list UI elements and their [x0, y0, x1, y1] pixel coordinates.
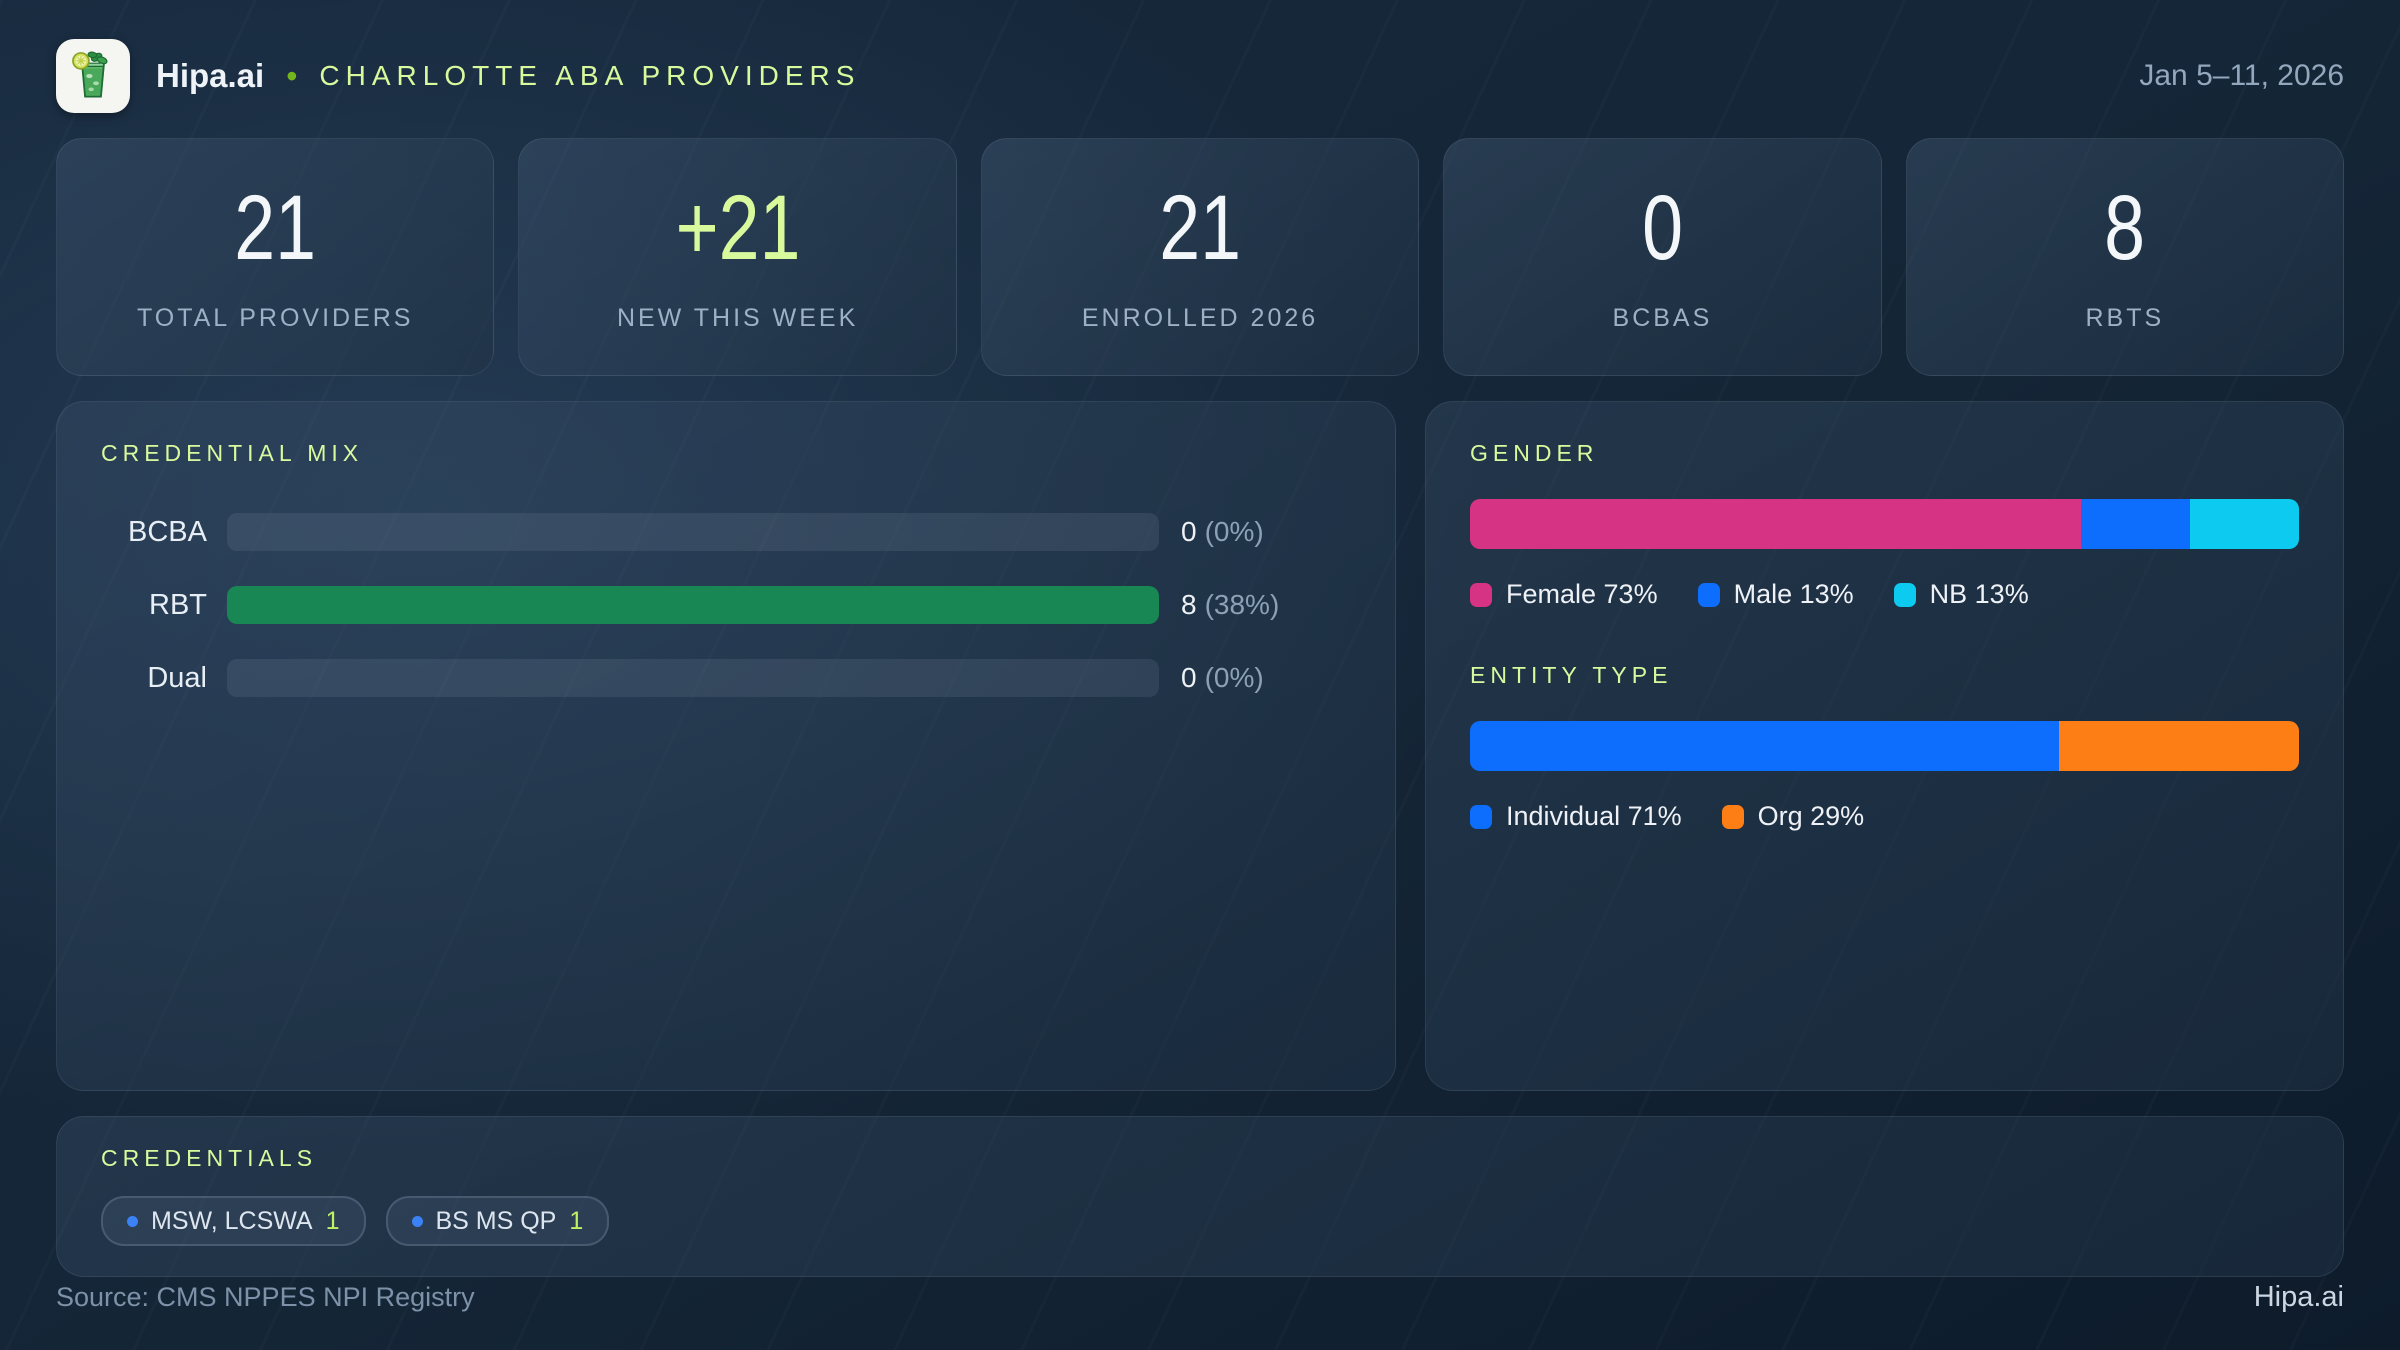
- gender-segment-nb: [2190, 499, 2299, 549]
- female-swatch: [1470, 582, 1492, 607]
- credential-badge: MSW, LCSWA 1: [101, 1196, 366, 1246]
- credential-mix-title: CREDENTIAL MIX: [101, 440, 364, 466]
- credential-badge: BS MS QP 1: [385, 1196, 610, 1246]
- stat-card-new-this-week: +21 NEW THIS WEEK: [518, 138, 957, 376]
- gender-stacked-bar: [1470, 499, 2299, 549]
- bar-label: RBT: [149, 588, 207, 621]
- bar-track: [227, 586, 1159, 624]
- badge-count: 1: [325, 1206, 340, 1235]
- stat-label: NEW THIS WEEK: [616, 303, 859, 332]
- bar-count: 0: [1181, 516, 1197, 547]
- stat-label: TOTAL PROVIDERS: [136, 303, 414, 332]
- credentials-panel: CREDENTIALS MSW, LCSWA 1 BS MS QP 1: [56, 1116, 2344, 1277]
- bar-row-dual: Dual 0 (0%): [101, 659, 1351, 697]
- stats-row: 21 TOTAL PROVIDERS +21 NEW THIS WEEK 21 …: [56, 138, 2345, 376]
- entity-segment-individual: [1470, 721, 2059, 771]
- date-range: Jan 5–11, 2026: [2139, 59, 2344, 92]
- stat-label: RBTS: [2085, 303, 2165, 332]
- bar-fill: [227, 586, 1159, 624]
- stat-value: +21: [675, 176, 801, 279]
- stat-value: 21: [1159, 176, 1241, 279]
- bar-count: 8: [1181, 589, 1197, 620]
- bar-label: Dual: [147, 661, 207, 694]
- header-separator-dot: •: [286, 57, 298, 94]
- credentials-badges: MSW, LCSWA 1 BS MS QP 1: [101, 1196, 2299, 1246]
- entity-type-title: ENTITY TYPE: [1470, 662, 1673, 688]
- legend-item-individual: Individual 71%: [1470, 801, 1682, 832]
- stat-value: 0: [1641, 176, 1683, 279]
- bar-value: 8 (38%): [1181, 589, 1351, 621]
- brand-name: Hipa.ai: [156, 57, 265, 94]
- entity-type-stacked-bar: [1470, 721, 2299, 771]
- org-swatch: [1721, 804, 1744, 829]
- bar-track: [227, 659, 1159, 697]
- bar-value: 0 (0%): [1181, 516, 1351, 548]
- main-panels: CREDENTIAL MIX BCBA 0 (0%) RBT 8 (38%): [56, 401, 2344, 1091]
- gender-segment-male: [2081, 499, 2191, 549]
- stat-card-enrolled-2026: 21 ENROLLED 2026: [980, 138, 1420, 376]
- credential-mix-panel: CREDENTIAL MIX BCBA 0 (0%) RBT 8 (38%): [56, 401, 1396, 1091]
- gender-legend: Female 73% Male 13% NB 13%: [1470, 579, 2299, 610]
- legend-item-nb: NB 13%: [1893, 579, 2029, 610]
- bar-label: BCBA: [128, 515, 207, 548]
- legend-label: Male 13%: [1733, 579, 1854, 609]
- credential-mix-chart: BCBA 0 (0%) RBT 8 (38%) Dual: [101, 513, 1351, 697]
- entity-segment-org: [2058, 721, 2299, 771]
- bar-percent: (38%): [1204, 589, 1280, 620]
- page-title: CHARLOTTE ABA PROVIDERS: [319, 60, 861, 91]
- app-logo: [56, 39, 130, 113]
- stat-label: BCBAS: [1612, 303, 1713, 332]
- bullet-dot-icon: [127, 1215, 138, 1227]
- stat-card-total-providers: 21 TOTAL PROVIDERS: [56, 138, 495, 376]
- entity-type-legend: Individual 71% Org 29%: [1470, 801, 2299, 832]
- legend-item-org: Org 29%: [1721, 801, 1865, 832]
- gender-title: GENDER: [1470, 440, 1599, 466]
- stat-value: 8: [2104, 176, 2146, 279]
- bar-track: [227, 513, 1159, 551]
- demographics-panel: GENDER Female 73% Male 13% NB 13%: [1425, 401, 2344, 1091]
- stat-label: ENROLLED 2026: [1081, 303, 1319, 332]
- legend-item-male: Male 13%: [1697, 579, 1854, 610]
- legend-item-female: Female 73%: [1470, 579, 1658, 610]
- credentials-title: CREDENTIALS: [101, 1145, 318, 1171]
- mojito-glass-icon: [72, 51, 108, 98]
- bar-row-bcba: BCBA 0 (0%): [101, 513, 1351, 551]
- badge-label: MSW, LCSWA: [151, 1206, 313, 1235]
- badge-count: 1: [569, 1206, 584, 1235]
- badge-label: BS MS QP: [435, 1206, 557, 1235]
- bar-count: 0: [1181, 662, 1197, 693]
- bar-percent: (0%): [1204, 662, 1264, 693]
- legend-label: NB 13%: [1929, 579, 2029, 609]
- legend-label: Individual 71%: [1506, 801, 1682, 831]
- stat-value: 21: [234, 176, 317, 279]
- footer-brand: Hipa.ai: [2253, 1281, 2344, 1313]
- header: Hipa.ai • CHARLOTTE ABA PROVIDERS Jan 5–…: [56, 38, 2344, 114]
- legend-label: Org 29%: [1757, 801, 1865, 831]
- footer: Source: CMS NPPES NPI Registry Hipa.ai: [56, 1281, 2344, 1314]
- bullet-dot-icon: [411, 1215, 423, 1227]
- bar-value: 0 (0%): [1181, 662, 1351, 694]
- source-attribution: Source: CMS NPPES NPI Registry: [56, 1282, 475, 1312]
- gender-segment-female: [1470, 499, 2082, 549]
- bar-percent: (0%): [1204, 516, 1264, 547]
- stat-card-bcbas: 0 BCBAS: [1443, 138, 1882, 376]
- male-swatch: [1697, 582, 1720, 607]
- individual-swatch: [1470, 804, 1492, 829]
- legend-label: Female 73%: [1506, 579, 1658, 609]
- stat-card-rbts: 8 RBTS: [1905, 138, 2345, 376]
- bar-row-rbt: RBT 8 (38%): [101, 586, 1351, 624]
- nb-swatch: [1893, 582, 1916, 607]
